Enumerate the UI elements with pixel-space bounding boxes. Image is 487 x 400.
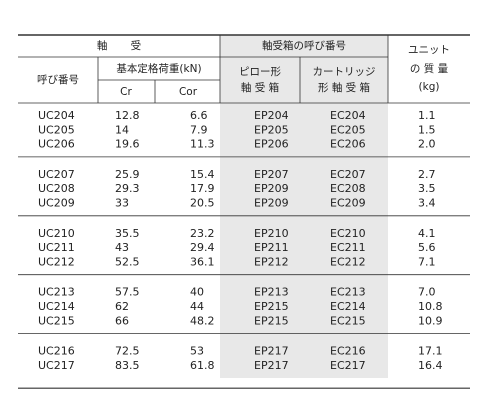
bearing-no: UC213 — [38, 286, 75, 299]
unit-mass: 1.5 — [418, 123, 436, 136]
pillow-no: EP213 — [254, 286, 289, 299]
unit-mass: 3.4 — [418, 197, 436, 210]
cartridge-no: EC213 — [330, 286, 366, 299]
cr: 29.3 — [115, 182, 140, 195]
cr: 19.6 — [115, 138, 140, 151]
pillow-no: EP215 — [254, 314, 289, 327]
bearing-no: UC217 — [38, 359, 75, 372]
pillow-no: EP212 — [254, 255, 289, 268]
cartridge-no: EC211 — [330, 241, 366, 254]
pillow-no: EP204 — [254, 109, 289, 122]
cr: 35.5 — [115, 227, 140, 240]
cor: 44 — [190, 300, 204, 313]
pillow-no: EP209 — [254, 182, 289, 195]
cor: 61.8 — [190, 359, 215, 372]
bearing-no: UC211 — [38, 241, 75, 254]
cr: 14 — [115, 123, 129, 136]
cartridge-no: EC206 — [330, 138, 366, 151]
cor: 23.2 — [190, 227, 215, 240]
cor: 53 — [190, 345, 204, 358]
cr: 33 — [115, 197, 129, 210]
pillow-no: EP206 — [254, 138, 289, 151]
pillow-no: EP205 — [254, 123, 289, 136]
cartridge-no: EC207 — [330, 168, 366, 181]
unit-mass: 3.5 — [418, 182, 436, 195]
pillow-no: EP211 — [254, 241, 289, 254]
cor: 6.6 — [190, 109, 208, 122]
unit-mass: 10.9 — [418, 314, 443, 327]
unit-mass: 7.1 — [418, 255, 436, 268]
pillow-no: EP210 — [254, 227, 289, 240]
header: 呼び番号 — [37, 74, 79, 86]
cartridge-no: EC209 — [330, 197, 366, 210]
bearing-no: UC204 — [38, 109, 75, 122]
bearing-no: UC210 — [38, 227, 75, 240]
unit-mass: 10.8 — [418, 300, 443, 313]
cartridge-no: EC214 — [330, 300, 366, 313]
unit-mass: 2.7 — [418, 168, 436, 181]
header: の 質 量 — [410, 62, 449, 75]
header: Cor — [179, 86, 198, 98]
cor: 36.1 — [190, 255, 215, 268]
cartridge-no: EC217 — [330, 359, 366, 372]
cr: 52.5 — [115, 255, 140, 268]
header: 形 軸 受 箱 — [318, 81, 370, 94]
cr: 83.5 — [115, 359, 140, 372]
pillow-no: EP217 — [254, 345, 289, 358]
cr: 25.9 — [115, 168, 140, 181]
unit-mass: 1.1 — [418, 109, 436, 122]
bearing-no: UC207 — [38, 168, 75, 181]
cr: 57.5 — [115, 286, 140, 299]
cartridge-no: EC205 — [330, 123, 366, 136]
header: ピロー形 — [239, 66, 281, 78]
bearing-no: UC205 — [38, 123, 75, 136]
cartridge-no: EC210 — [330, 227, 366, 240]
bearing-no: UC216 — [38, 345, 75, 358]
header: ユニット — [408, 44, 450, 56]
cr: 66 — [115, 314, 129, 327]
cr: 62 — [115, 300, 129, 313]
cor: 29.4 — [190, 241, 215, 254]
pillow-no: EP207 — [254, 168, 289, 181]
cor: 7.9 — [190, 123, 208, 136]
cor: 20.5 — [190, 197, 215, 210]
cr: 72.5 — [115, 345, 140, 358]
header: 軸受箱の呼び番号 — [262, 39, 346, 52]
unit-mass: 5.6 — [418, 241, 436, 254]
cor: 17.9 — [190, 182, 215, 195]
bearing-no: UC209 — [38, 197, 75, 210]
unit-mass: 17.1 — [418, 345, 443, 358]
cor: 11.3 — [190, 138, 215, 151]
header: 軸 受 — [97, 39, 141, 52]
header: (kg) — [419, 81, 440, 93]
unit-mass: 16.4 — [418, 359, 443, 372]
cr: 12.8 — [115, 109, 140, 122]
cartridge-no: EC212 — [330, 255, 366, 268]
header: カートリッジ — [313, 66, 376, 78]
bearing-no: UC215 — [38, 314, 75, 327]
unit-mass: 7.0 — [418, 286, 436, 299]
pillow-no: EP215 — [254, 300, 289, 313]
cr: 43 — [115, 241, 129, 254]
cartridge-no: EC208 — [330, 182, 366, 195]
bearing-no: UC208 — [38, 182, 75, 195]
cor: 48.2 — [190, 314, 215, 327]
pillow-no: EP209 — [254, 197, 289, 210]
unit-mass: 4.1 — [418, 227, 436, 240]
header: 基本定格荷重(kN) — [116, 62, 201, 75]
bearing-no: UC206 — [38, 138, 75, 151]
housing-shade — [220, 35, 388, 378]
pillow-no: EP217 — [254, 359, 289, 372]
bearing-no: UC212 — [38, 255, 75, 268]
cartridge-no: EC216 — [330, 345, 366, 358]
cor: 40 — [190, 286, 204, 299]
cartridge-no: EC215 — [330, 314, 366, 327]
unit-mass: 2.0 — [418, 138, 436, 151]
cor: 15.4 — [190, 168, 215, 181]
header: 軸 受 箱 — [241, 81, 279, 94]
bearing-no: UC214 — [38, 300, 75, 313]
cartridge-no: EC204 — [330, 109, 366, 122]
header: Cr — [120, 86, 132, 98]
